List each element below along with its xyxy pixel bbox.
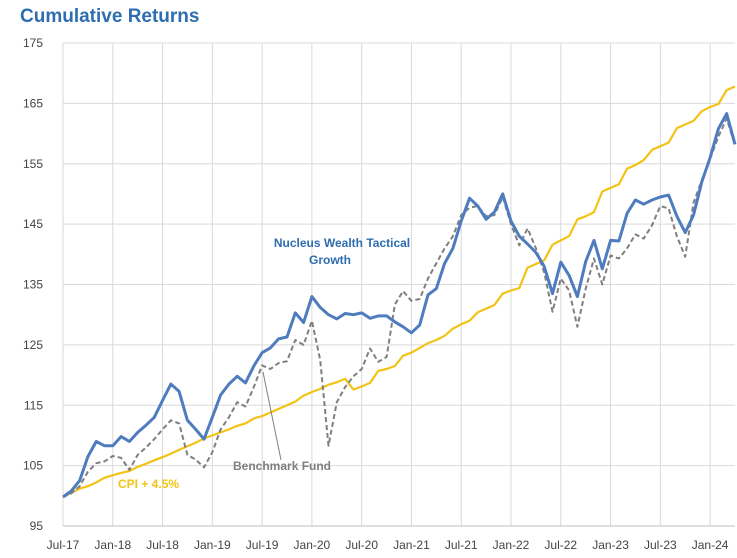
benchmark-annotation: Benchmark Fund bbox=[233, 459, 331, 473]
x-tick-label: Jan-20 bbox=[294, 538, 331, 552]
annotations: Nucleus Wealth Tactical Growth Benchmark… bbox=[118, 236, 410, 491]
x-tick-label: Jul-21 bbox=[445, 538, 478, 552]
cpi-line bbox=[62, 85, 736, 498]
x-tick-label: Jul-23 bbox=[644, 538, 677, 552]
y-tick-label: 165 bbox=[23, 96, 43, 110]
cpi-annotation: CPI + 4.5% bbox=[118, 477, 179, 491]
x-axis: Jul-17 Jan-18 Jul-18 Jan-19 Jul-19 Jan-20 Jul-… bbox=[47, 525, 735, 552]
y-tick-label: 115 bbox=[24, 398, 43, 412]
fund-annotation-line1: Nucleus Wealth Tactical bbox=[274, 236, 410, 250]
series-group bbox=[62, 85, 737, 499]
fund-annotation-line2: Growth bbox=[309, 253, 351, 267]
x-tick-label: Jan-18 bbox=[94, 538, 131, 552]
benchmark-pointer bbox=[262, 371, 282, 461]
x-tick-label: Jul-22 bbox=[544, 538, 577, 552]
y-tick-label: 125 bbox=[23, 338, 43, 352]
x-tick-label: Jan-24 bbox=[692, 538, 729, 552]
x-tick-label: Jul-20 bbox=[345, 538, 378, 552]
x-tick-label: Jan-23 bbox=[592, 538, 629, 552]
y-tick-label: 135 bbox=[23, 278, 43, 292]
y-tick-label: 175 bbox=[23, 36, 43, 50]
fund-line bbox=[62, 112, 737, 499]
x-tick-label: Jan-22 bbox=[493, 538, 530, 552]
benchmark-line bbox=[62, 117, 736, 498]
y-tick-label: 105 bbox=[23, 459, 43, 473]
x-tick-label: Jan-21 bbox=[393, 538, 430, 552]
x-tick-label: Jul-17 bbox=[47, 538, 80, 552]
x-tick-label: Jul-19 bbox=[246, 538, 279, 552]
y-tick-label: 145 bbox=[23, 217, 43, 231]
x-tick-label: Jan-19 bbox=[194, 538, 231, 552]
x-tick-label: Jul-18 bbox=[146, 538, 179, 552]
y-axis: 95 105 115 125 135 145 155 165 175 bbox=[23, 36, 43, 533]
chart-title: Cumulative Returns bbox=[20, 6, 200, 27]
grid bbox=[62, 42, 735, 527]
y-tick-label: 95 bbox=[30, 519, 44, 533]
y-tick-label: 155 bbox=[23, 157, 43, 171]
